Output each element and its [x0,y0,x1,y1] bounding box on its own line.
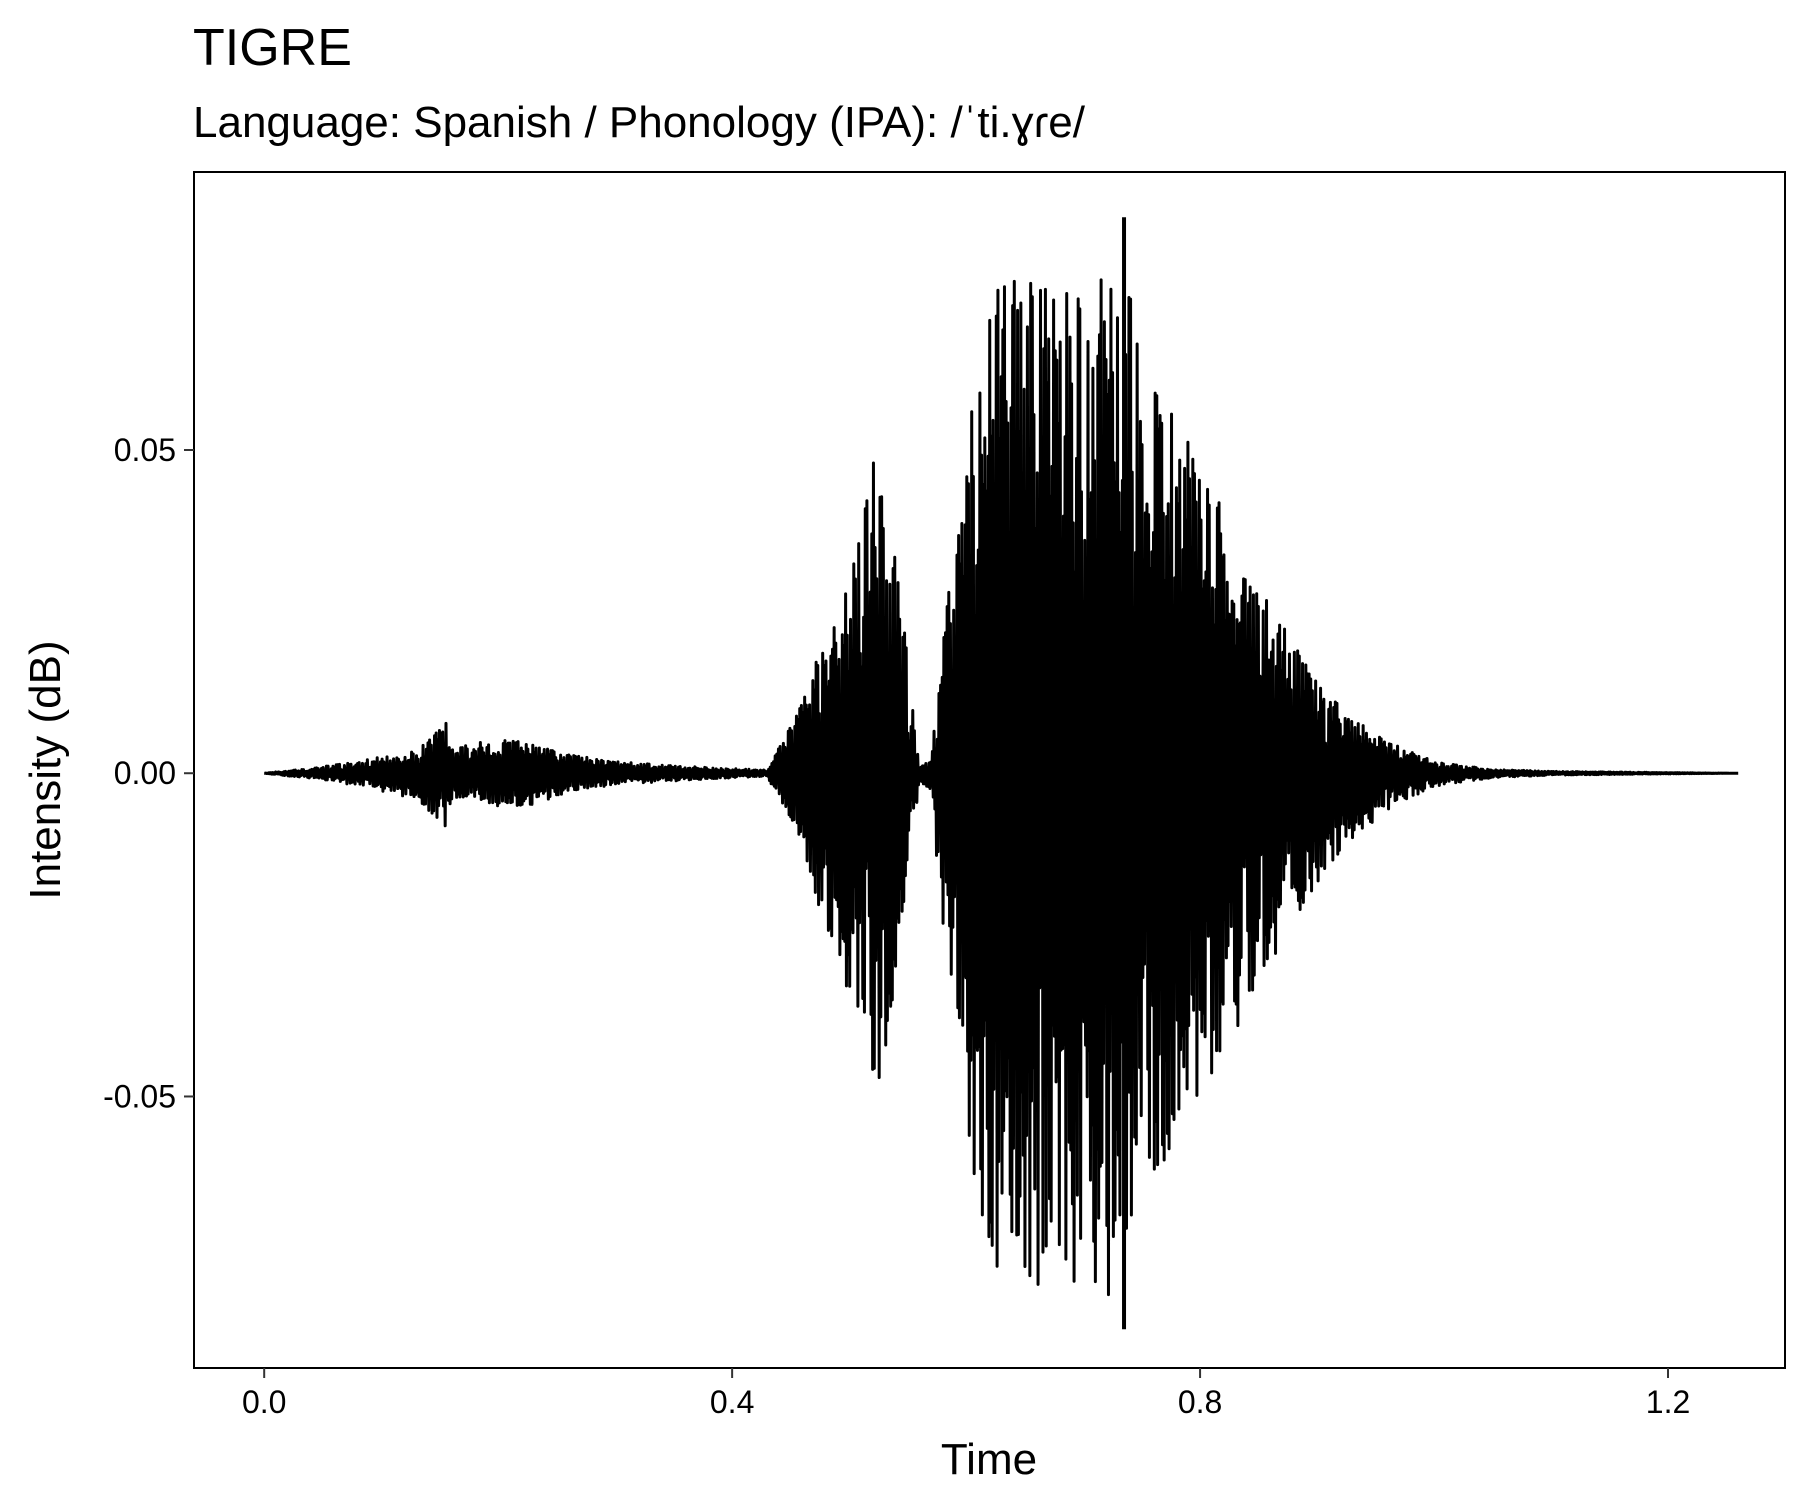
x-tick-label: 0.4 [710,1384,754,1420]
waveform-series [263,217,1739,1330]
x-axis: 0.0 0.4 0.8 1.2 [242,1368,1690,1420]
y-tick-label: 0.00 [114,755,176,791]
y-tick-label: -0.05 [103,1078,176,1114]
x-tick-label: 0.8 [1178,1384,1222,1420]
chart-title: TIGRE [193,19,352,77]
y-axis: 0.05 0.00 -0.05 [103,432,194,1114]
y-axis-title: Intensity (dB) [21,640,70,899]
chart-subtitle: Language: Spanish / Phonology (IPA): /ˈt… [193,98,1086,147]
waveform-line [263,278,1739,1297]
x-tick-label: 0.0 [242,1384,286,1420]
x-axis-title: Time [941,1435,1037,1484]
y-tick-label: 0.05 [114,432,176,468]
x-tick-label: 1.2 [1646,1384,1690,1420]
